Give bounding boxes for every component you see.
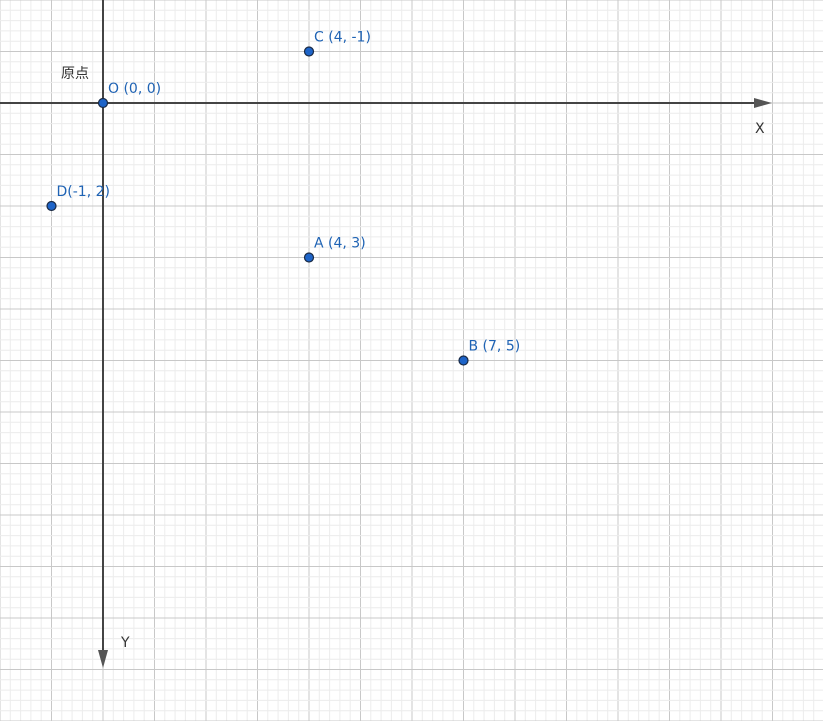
point[interactable]: [303, 252, 315, 263]
point-label: D(-1, 2): [57, 184, 110, 200]
y-axis-arrow: [98, 650, 108, 668]
x-axis-arrow: [754, 98, 772, 108]
point-label: C (4, -1): [314, 30, 371, 46]
point-label: B (7, 5): [469, 339, 521, 355]
point[interactable]: [303, 46, 315, 57]
point[interactable]: [97, 97, 109, 109]
x-axis-label: X: [755, 121, 765, 137]
point-label: A (4, 3): [314, 236, 366, 252]
point[interactable]: [46, 200, 57, 212]
points: O (0, 0) C (4, -1) D(-1, 2) A (4, 3) B (7, 5…: [46, 30, 521, 366]
point[interactable]: [458, 355, 469, 366]
origin-label: 原点: [61, 66, 89, 82]
y-axis-label: Y: [120, 635, 130, 651]
point-label: O (0, 0): [108, 81, 161, 97]
